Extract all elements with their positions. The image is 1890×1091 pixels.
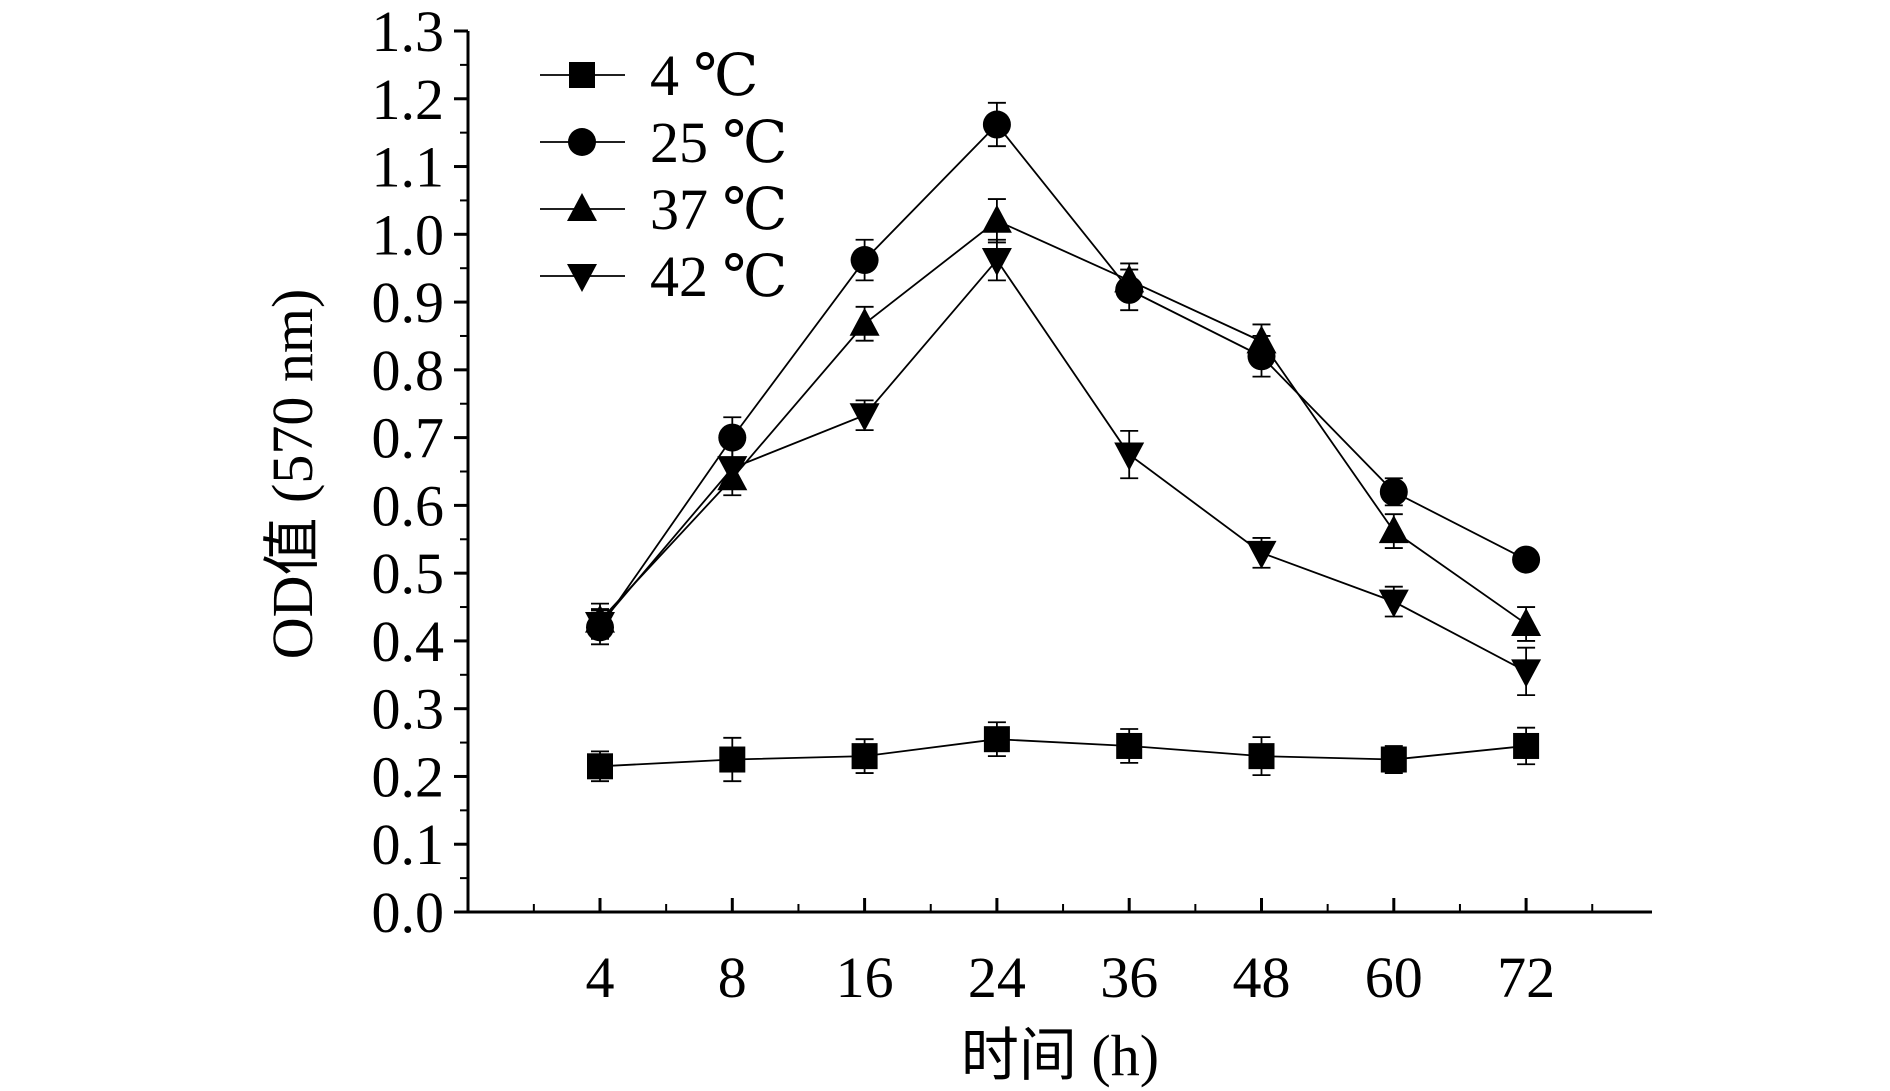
data-point <box>849 307 880 336</box>
data-point <box>1378 589 1409 618</box>
data-point <box>851 743 878 770</box>
data-point <box>1116 732 1143 759</box>
series-line <box>599 123 1527 628</box>
legend-label: 42 ℃ <box>650 244 787 309</box>
series-4 <box>585 238 1542 697</box>
series-1 <box>587 721 1540 783</box>
legend-marker <box>567 193 597 221</box>
data-point <box>1246 325 1277 354</box>
y-tick-label: 0.3 <box>372 677 445 742</box>
series-line <box>599 219 1527 625</box>
x-tick-label: 36 <box>1100 945 1158 1010</box>
data-point <box>717 456 748 485</box>
x-tick-label: 72 <box>1497 945 1555 1010</box>
data-point <box>1512 545 1541 574</box>
x-axis-ticks: 4 8 16 24 36 48 60 72 <box>532 898 1594 1010</box>
y-tick-label: 1.2 <box>372 67 445 132</box>
data-point <box>585 611 615 640</box>
data-point <box>1246 540 1277 569</box>
legend-label: 25 ℃ <box>650 110 787 175</box>
y-tick-label: 0.8 <box>372 338 445 403</box>
x-tick-label: 16 <box>836 945 894 1010</box>
x-tick-label: 4 <box>586 945 615 1010</box>
data-point <box>981 248 1012 277</box>
legend-item: 4 ℃ <box>540 43 758 108</box>
x-tick-label: 24 <box>968 945 1026 1010</box>
data-point <box>1511 659 1542 688</box>
legend-marker <box>568 128 596 156</box>
y-tick-label: 0.7 <box>372 406 445 471</box>
plot-area: 0.00.10.20.30.40.50.60.70.80.91.01.11.21… <box>372 0 1652 1010</box>
y-tick-label: 1.3 <box>372 0 445 64</box>
x-axis-title: 时间 (h) <box>961 1023 1159 1088</box>
data-point <box>1513 732 1540 759</box>
legend: 4 ℃25 ℃37 ℃42 ℃ <box>540 43 787 309</box>
data-point <box>983 726 1010 753</box>
x-tick-label: 8 <box>718 945 747 1010</box>
data-point <box>1511 607 1542 636</box>
y-axis-title: OD值 (570 nm) <box>260 289 325 660</box>
legend-item: 37 ℃ <box>540 177 787 242</box>
x-tick-label: 60 <box>1365 945 1423 1010</box>
data-point <box>1378 515 1409 544</box>
data-point <box>982 110 1011 139</box>
data-point <box>587 753 613 780</box>
y-tick-label: 0.6 <box>372 473 445 538</box>
data-point <box>1114 264 1145 293</box>
data-point <box>849 403 880 432</box>
series-layer <box>585 101 1542 783</box>
legend-item: 25 ℃ <box>540 110 787 175</box>
legend-marker <box>567 264 597 292</box>
y-tick-label: 1.0 <box>372 202 445 267</box>
legend-marker <box>569 62 595 88</box>
x-tick-label: 48 <box>1233 945 1291 1010</box>
y-tick-label: 0.9 <box>372 270 445 335</box>
y-tick-label: 0.2 <box>372 744 445 809</box>
y-tick-label: 0.1 <box>372 812 445 877</box>
series-line <box>599 738 1527 768</box>
y-tick-label: 1.1 <box>372 135 445 200</box>
data-point <box>981 204 1012 233</box>
y-tick-label: 0.0 <box>372 880 445 945</box>
legend-item: 42 ℃ <box>540 244 787 309</box>
y-tick-label: 0.4 <box>372 609 445 674</box>
data-point <box>850 246 879 275</box>
data-point <box>1379 477 1408 506</box>
legend-label: 37 ℃ <box>650 177 787 242</box>
series-line <box>599 258 1527 673</box>
y-tick-label: 0.5 <box>372 541 445 606</box>
data-point <box>1380 746 1407 773</box>
legend-label: 4 ℃ <box>650 43 758 108</box>
data-point <box>1248 743 1275 770</box>
data-point <box>718 423 747 452</box>
data-point <box>719 746 746 773</box>
data-point <box>1114 442 1145 471</box>
y-axis-ticks: 0.00.10.20.30.40.50.60.70.80.91.01.11.21… <box>372 0 468 945</box>
